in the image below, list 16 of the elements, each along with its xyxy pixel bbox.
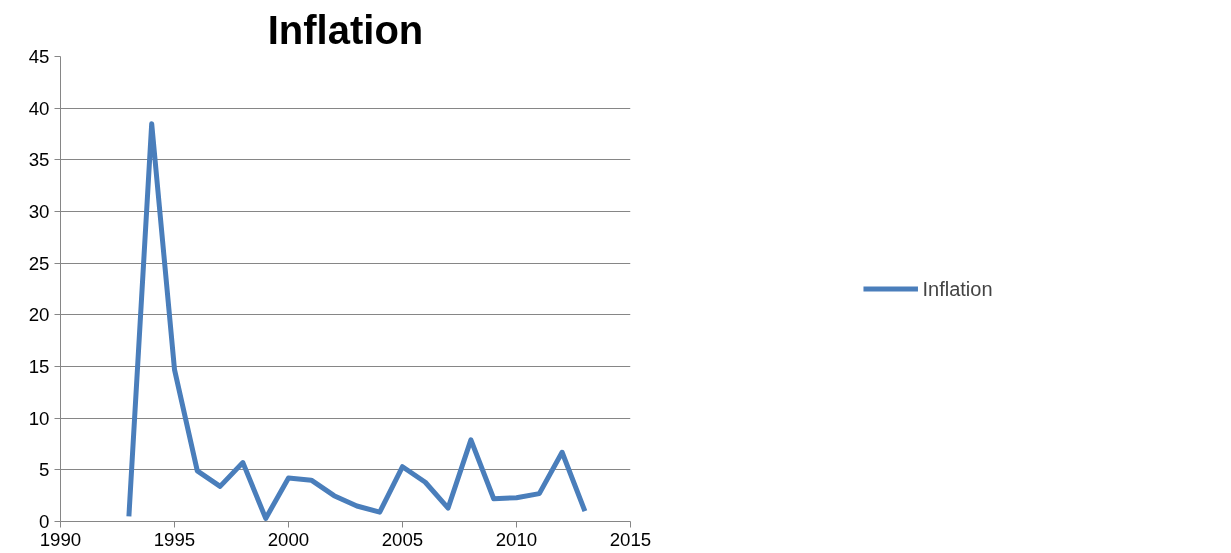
y-tick-label: 10 — [28, 407, 50, 429]
y-tick-label: 45 — [28, 46, 50, 67]
y-tick-label: 25 — [28, 252, 50, 274]
x-tick-label: 2010 — [495, 528, 538, 550]
y-tick-label: 35 — [28, 149, 50, 171]
y-tick-label: 20 — [28, 304, 50, 326]
legend-label: Inflation — [922, 277, 993, 300]
y-tick-label: 40 — [28, 97, 50, 119]
chart-title: Inflation — [267, 7, 424, 52]
x-tick-label: 1995 — [153, 528, 196, 550]
x-tick-label: 2015 — [609, 528, 652, 550]
y-tick-label: 15 — [28, 356, 50, 377]
y-tick-label: 5 — [39, 459, 50, 481]
x-tick-label: 2000 — [267, 528, 310, 550]
x-tick-label: 2005 — [381, 528, 424, 550]
y-tick-label: 30 — [28, 201, 50, 222]
